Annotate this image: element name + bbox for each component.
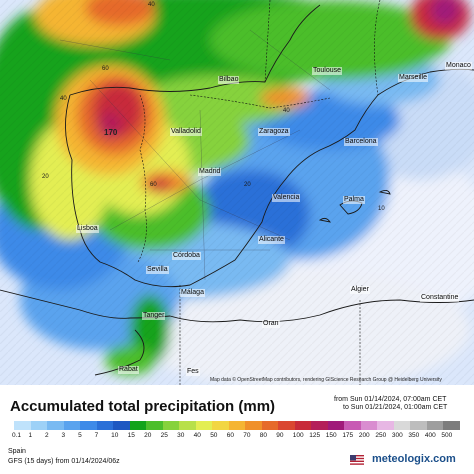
city-label-tanger: Tanger [142, 312, 166, 320]
scale-label: 200 [358, 432, 370, 439]
contour-label: 40 [148, 2, 155, 8]
city-label-sevilla: Sevilla [146, 266, 169, 274]
texture [0, 0, 474, 385]
city-label-madrid: Madrid [198, 168, 222, 176]
city-label-zaragoza: Zaragoza [258, 128, 290, 136]
scale-swatch [377, 421, 394, 430]
city-label-malaga: Málaga [180, 289, 205, 297]
model-run-label: GFS (15 days) from 01/14/2024/06z [8, 458, 120, 465]
contour-label: 10 [378, 206, 385, 212]
scale-swatch [360, 421, 378, 430]
scale-label: 250 [375, 432, 387, 439]
scale-label: 125 [309, 432, 321, 439]
city-label-cordoba: Córdoba [172, 252, 201, 260]
city-label-constantine: Constantine [420, 294, 460, 302]
scale-swatch [245, 421, 262, 430]
city-label-fes: Fes [186, 368, 200, 376]
scale-label: 25 [160, 432, 168, 439]
scale-swatch [426, 421, 444, 430]
precipitation-map: Bilbao Toulouse Marseille Monaco Vallado… [0, 0, 474, 385]
scale-swatch [393, 421, 411, 430]
scale-label: 175 [342, 432, 354, 439]
scale-swatch [96, 421, 114, 430]
scale-label: 7 [94, 432, 99, 439]
scale-label: 40 [193, 432, 201, 439]
color-scale-bar [14, 421, 460, 430]
contour-label: 60 [102, 66, 109, 72]
scale-swatch [179, 421, 196, 430]
scale-label: 10 [111, 432, 119, 439]
city-label-marseille: Marseille [398, 74, 429, 82]
scale-label: 350 [408, 432, 420, 439]
scale-swatch [47, 421, 64, 430]
roads [59, 29, 331, 281]
city-label-palma: Palma [343, 196, 365, 204]
scale-label: 90 [276, 432, 284, 439]
scale-swatch [344, 421, 361, 430]
color-scale-labels: 0.1 1 2 3 5 7 10 15 20 25 30 40 50 60 70 80 90 100 125 150 1… [12, 432, 460, 441]
chart-title: Accumulated total precipitation (mm) [10, 398, 276, 415]
scale-swatch [294, 421, 312, 430]
city-label-valencia: Valencia [272, 194, 301, 202]
contour-label: 40 [283, 108, 290, 114]
scale-swatch [212, 421, 229, 430]
city-label-algier: Algier [350, 286, 370, 294]
map-canvas [0, 0, 474, 385]
city-label-bilbao: Bilbao [218, 76, 240, 84]
scale-label: 150 [325, 432, 337, 439]
scale-label: 50 [210, 432, 218, 439]
city-label-oran: Oran [262, 320, 280, 328]
scale-swatch [195, 421, 213, 430]
borders [137, 0, 381, 385]
scale-swatch [129, 421, 147, 430]
city-label-valladolid: Valladolid [170, 128, 202, 136]
contour-label: 20 [42, 174, 49, 180]
scale-label: 30 [177, 432, 185, 439]
scale-label: 5 [78, 432, 82, 439]
region-label: Spain [8, 448, 26, 455]
scale-label: 20 [144, 432, 152, 439]
scale-swatch [410, 421, 427, 430]
scale-label: 15 [127, 432, 135, 439]
scale-label: 300 [391, 432, 403, 439]
scale-label: 2 [45, 432, 49, 439]
scale-label: 80 [259, 432, 267, 439]
scale-swatch [228, 421, 246, 430]
scale-swatch [261, 421, 279, 430]
contour-label: 20 [244, 182, 251, 188]
scale-label: 400 [424, 432, 436, 439]
max-value-label: 170 [104, 128, 118, 137]
scale-label: 0.1 [12, 432, 22, 439]
scale-swatch [63, 421, 81, 430]
contour-label: 60 [150, 182, 157, 188]
scale-swatch [162, 421, 180, 430]
city-label-lisboa: Lisboa [76, 225, 99, 233]
brand-logo[interactable]: meteologix.com [372, 453, 456, 465]
city-label-toulouse: Toulouse [312, 67, 343, 75]
city-label-rabat: Rabat [118, 366, 139, 374]
scale-swatch [80, 421, 97, 430]
scale-label: 70 [243, 432, 251, 439]
scale-label: 100 [292, 432, 304, 439]
scale-swatch [14, 421, 31, 430]
city-label-monaco: Monaco [445, 62, 472, 70]
map-attribution: Map data © OpenStreetMap contributors, r… [210, 377, 442, 383]
city-label-alicante: Alicante [258, 236, 285, 244]
contour-label: 40 [60, 96, 67, 102]
scale-label: 500 [441, 432, 453, 439]
valid-from: from Sun 01/14/2024, 07:00am CET [334, 396, 447, 403]
us-flag-icon[interactable] [350, 455, 364, 465]
scale-swatch [113, 421, 130, 430]
scale-label: 3 [61, 432, 66, 439]
scale-swatch [278, 421, 295, 430]
scale-swatch [311, 421, 328, 430]
scale-label: 1 [28, 432, 33, 439]
scale-swatch [30, 421, 48, 430]
scale-swatch [327, 421, 345, 430]
scale-swatch [443, 421, 460, 430]
scale-label: 60 [226, 432, 234, 439]
valid-to: to Sun 01/21/2024, 01:00am CET [343, 404, 448, 411]
city-label-barcelona: Barcelona [344, 138, 378, 146]
scale-swatch [146, 421, 163, 430]
